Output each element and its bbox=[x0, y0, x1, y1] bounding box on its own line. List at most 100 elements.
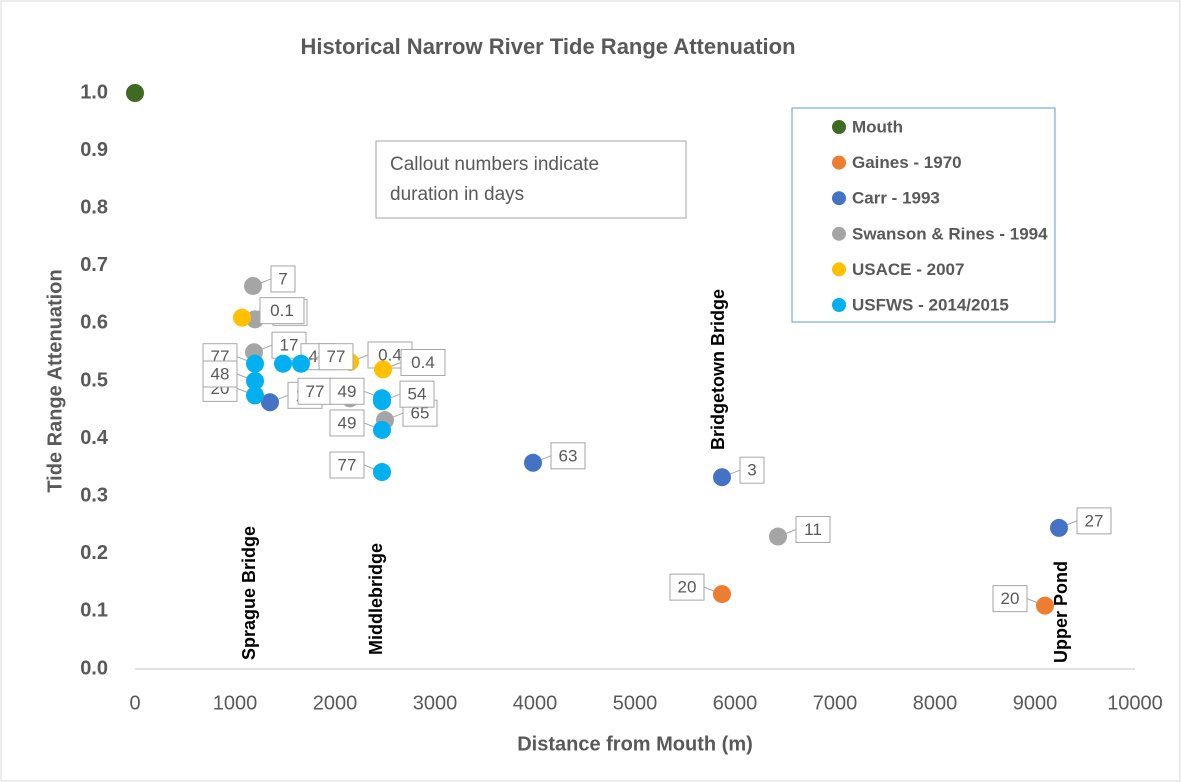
point bbox=[713, 468, 731, 487]
callout-label: 0.4 bbox=[411, 353, 435, 372]
callout-box bbox=[795, 516, 831, 544]
callout-box bbox=[399, 380, 435, 408]
y-tick-label: 0.4 bbox=[80, 427, 109, 449]
callout-label: 0.4 bbox=[378, 345, 402, 364]
callout-box bbox=[739, 456, 765, 484]
callout-label: 54 bbox=[408, 385, 427, 404]
legend-marker bbox=[832, 120, 846, 134]
callout-box bbox=[259, 297, 305, 325]
callout-label: 48 bbox=[211, 364, 230, 383]
x-tick-label: 8000 bbox=[913, 692, 958, 714]
y-tick-label: 0.8 bbox=[80, 196, 108, 218]
chart-title: Historical Narrow River Tide Range Atten… bbox=[300, 34, 795, 59]
point bbox=[244, 276, 262, 295]
point bbox=[126, 84, 144, 102]
callout-label: 77 bbox=[327, 347, 346, 366]
legend-marker bbox=[832, 155, 846, 170]
legend-label: Carr - 1993 bbox=[852, 189, 940, 208]
y-tick-label: 0.6 bbox=[80, 312, 108, 334]
x-tick-label: 9000 bbox=[1013, 692, 1058, 714]
callout-box bbox=[400, 348, 446, 376]
y-tick-label: 0.2 bbox=[80, 542, 108, 564]
callout-label: 65 bbox=[411, 404, 430, 423]
legend-marker bbox=[832, 262, 846, 277]
bridge-label: Bridgetown Bridge bbox=[708, 289, 728, 450]
x-tick-label: 0 bbox=[129, 692, 140, 714]
x-axis-title: Distance from Mouth (m) bbox=[517, 733, 753, 755]
callout-box bbox=[550, 442, 586, 470]
bridge-label: Sprague Bridge bbox=[239, 526, 259, 660]
y-tick-label: 0.7 bbox=[80, 254, 108, 276]
callout-box bbox=[318, 343, 354, 371]
point bbox=[373, 463, 391, 482]
legend-marker bbox=[832, 226, 846, 241]
bridge-label: Upper Pond bbox=[1051, 561, 1071, 663]
callout-box bbox=[329, 409, 365, 437]
point bbox=[233, 308, 251, 327]
point bbox=[246, 372, 264, 390]
x-tick-label: 7000 bbox=[813, 692, 858, 714]
callout-label: 77 bbox=[338, 455, 357, 474]
x-tick-label: 2000 bbox=[313, 692, 358, 714]
y-axis-title: Tide Range Attenuation bbox=[44, 269, 66, 492]
y-tick-label: 0.5 bbox=[80, 369, 108, 391]
callout-label: 11 bbox=[804, 520, 822, 539]
callout-label: 77 bbox=[306, 382, 325, 401]
point bbox=[373, 392, 391, 411]
callout-box bbox=[329, 451, 365, 479]
callout-label: 63 bbox=[559, 446, 578, 465]
x-tick-label: 4000 bbox=[513, 692, 558, 714]
callout-label: 49 bbox=[338, 382, 357, 401]
point bbox=[246, 386, 264, 405]
y-tick-label: 1.0 bbox=[80, 81, 108, 103]
y-tick-label: 0.3 bbox=[80, 484, 108, 506]
x-tick-label: 3000 bbox=[413, 692, 458, 714]
point bbox=[1050, 518, 1068, 537]
callout-label: 17 bbox=[280, 336, 299, 355]
annotation-line: duration in days bbox=[390, 184, 524, 205]
callout-box bbox=[270, 265, 296, 293]
callout-box bbox=[329, 377, 365, 405]
legend-label: Swanson & Rines - 1994 bbox=[852, 224, 1048, 243]
x-tick-label: 6000 bbox=[713, 692, 758, 714]
callout-label: 27 bbox=[1085, 511, 1104, 530]
point bbox=[374, 360, 392, 379]
legend-label: Gaines - 1970 bbox=[852, 153, 962, 172]
x-tick-label: 1000 bbox=[213, 692, 258, 714]
annotation-line: Callout numbers indicate bbox=[390, 154, 599, 175]
y-tick-label: 0.1 bbox=[80, 600, 108, 622]
point bbox=[524, 453, 542, 472]
legend-marker bbox=[832, 191, 846, 206]
callout-box bbox=[202, 360, 238, 388]
callout-label: 7 bbox=[278, 269, 287, 288]
point bbox=[373, 420, 391, 439]
annotation: Callout numbers indicate duration in days bbox=[390, 154, 599, 205]
callout-label: 20 bbox=[1001, 589, 1020, 608]
legend-box bbox=[791, 107, 1056, 323]
legend-label: USACE - 2007 bbox=[852, 260, 964, 279]
y-tick-label: 0.9 bbox=[80, 139, 108, 161]
point bbox=[292, 354, 310, 373]
legend-marker bbox=[832, 298, 846, 312]
callout-label: 0.1 bbox=[270, 301, 294, 320]
point bbox=[713, 585, 731, 604]
callout-label: 3 bbox=[747, 461, 756, 480]
y-tick-label: 0.0 bbox=[80, 657, 108, 679]
callout-label: 20 bbox=[678, 578, 697, 597]
point bbox=[246, 354, 264, 373]
bridge-label: Middlebridge bbox=[366, 543, 386, 655]
callout-label: 49 bbox=[338, 413, 357, 432]
annotation-box bbox=[375, 140, 687, 219]
legend-label: Mouth bbox=[852, 117, 903, 136]
legend-label: USFWS - 2014/2015 bbox=[852, 295, 1009, 314]
callout-box bbox=[992, 585, 1028, 613]
callout-box bbox=[1076, 507, 1112, 535]
point bbox=[1036, 596, 1054, 615]
x-tick-label: 10000 bbox=[1107, 692, 1163, 714]
x-tick-label: 5000 bbox=[613, 692, 658, 714]
point bbox=[274, 354, 292, 373]
callout-box bbox=[669, 573, 705, 601]
callout-box bbox=[297, 377, 333, 405]
point bbox=[769, 527, 787, 546]
